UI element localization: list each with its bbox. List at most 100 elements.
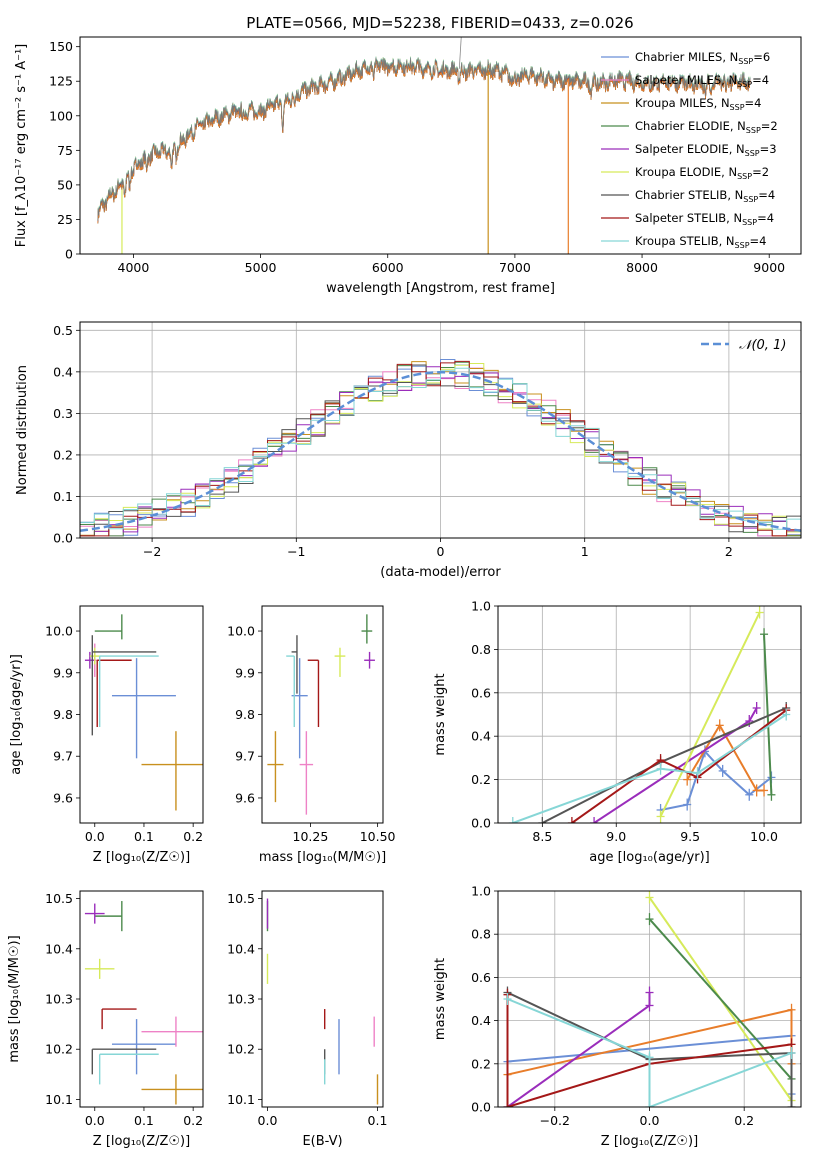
- y-tick-label: 10.0: [45, 624, 73, 639]
- x-tick-label: 0.0: [85, 829, 105, 844]
- y-tick-label: 0.4: [471, 1013, 491, 1028]
- x-tick-label: 0.0: [640, 1113, 660, 1128]
- y-axis-label: mass weight: [433, 958, 448, 1040]
- x-tick-label: 10.50: [360, 829, 396, 844]
- y-tick-label: 10.3: [45, 992, 73, 1007]
- y-tick-label: 0.3: [53, 406, 73, 421]
- y-tick-label: 0.8: [471, 927, 491, 942]
- x-tick-label: 10.25: [293, 829, 329, 844]
- x-tick-label: 0.0: [258, 1113, 278, 1128]
- x-tick-label: 4000: [118, 260, 150, 275]
- axes-frame: [79, 605, 204, 824]
- y-tick-label: 0.4: [53, 364, 73, 379]
- y-tick-label: 10.2: [227, 1042, 255, 1057]
- y-axis-label: mass weight: [433, 673, 448, 755]
- spectrum-halpha-spike: [458, 37, 462, 69]
- y-axis-label: Flux [f_λ10⁻¹⁷ erg cm⁻² s⁻¹ A⁻¹]: [14, 44, 29, 248]
- plot-area: [84, 614, 203, 811]
- y-tick-label: 1.0: [471, 599, 491, 614]
- x-tick-label: 7000: [499, 260, 531, 275]
- y-tick-label: 9.7: [235, 749, 255, 764]
- legend-label: Chabrier MILES, NSSP=6: [635, 50, 770, 66]
- legend-label: Kroupa ELODIE, NSSP=2: [635, 165, 769, 181]
- y-tick-label: 1.0: [471, 884, 491, 899]
- x-tick-label: 2: [725, 544, 733, 559]
- y-axis-label: Normed distribution: [15, 365, 30, 495]
- y-tick-label: 25: [57, 212, 73, 227]
- y-tick-label: 0.2: [53, 447, 73, 462]
- x-tick-label: 0.1: [368, 1113, 388, 1128]
- y-tick-label: 0: [65, 247, 73, 262]
- x-axis-label: Z [log₁₀(Z/Z☉)]: [93, 850, 190, 865]
- panel-age_vs_Z: 0.0 0.1 0.2 9.6 9.7 9.8 9.9 10.0 Z [log₁₀(Z/Z☉)]…: [9, 605, 204, 865]
- figure-title: PLATE=0566, MJD=52238, FIBERID=0433, z=0…: [246, 14, 633, 32]
- x-tick-label: 6000: [372, 260, 404, 275]
- weight-line: [593, 707, 758, 823]
- y-tick-label: 0.4: [471, 729, 491, 744]
- y-tick-label: 9.6: [235, 790, 255, 805]
- y-tick-label: 0.1: [53, 489, 73, 504]
- weight-line: [659, 612, 761, 817]
- panel-residuals: −2 −1 0 1 2 0.0 0.1 0.2 0.3 0.4 0.5 (data-model)/er…: [15, 321, 802, 580]
- x-tick-label: 1: [581, 544, 589, 559]
- plot-area: [84, 901, 203, 1105]
- axes-frame: [261, 605, 384, 824]
- plot-area: [508, 606, 791, 823]
- y-tick-label: 10.2: [45, 1042, 73, 1057]
- x-axis-label: mass [log₁₀(M/M☉)]: [259, 850, 386, 865]
- x-tick-label: −2: [143, 544, 161, 559]
- x-axis-label: age [log₁₀(age/yr)]: [589, 850, 710, 865]
- x-tick-label: 5000: [245, 260, 277, 275]
- x-axis-label: E(B-V): [302, 1134, 342, 1149]
- weight-line: [648, 918, 793, 1080]
- y-tick-label: 0.2: [471, 772, 491, 787]
- y-tick-label: 9.9: [53, 665, 73, 680]
- y-tick-label: 10.4: [45, 941, 73, 956]
- y-tick-label: 10.0: [227, 624, 255, 639]
- plot-area: [266, 898, 379, 1105]
- y-tick-label: 0.6: [471, 685, 491, 700]
- y-tick-label: 9.8: [235, 707, 255, 722]
- y-tick-label: 75: [57, 143, 73, 158]
- y-tick-label: 9.6: [53, 790, 73, 805]
- weight-line: [512, 713, 787, 823]
- x-tick-label: −0.2: [540, 1113, 570, 1128]
- histogram-kroupa-stelib: [80, 367, 801, 530]
- x-tick-label: 0.2: [183, 829, 203, 844]
- y-tick-label: 9.7: [53, 749, 73, 764]
- axes-frame: [497, 605, 802, 824]
- legend-label: Kroupa MILES, NSSP=4: [635, 96, 761, 112]
- y-tick-label: 9.8: [53, 707, 73, 722]
- x-tick-label: 0.2: [183, 1113, 203, 1128]
- weight-line: [763, 634, 773, 795]
- y-tick-label: 9.9: [235, 665, 255, 680]
- x-tick-label: 8000: [626, 260, 658, 275]
- legend-label: Salpeter ELODIE, NSSP=3: [635, 142, 777, 158]
- weight-line: [506, 994, 792, 1107]
- legend-label: Salpeter MILES, NSSP=4: [635, 73, 769, 89]
- y-tick-label: 0.0: [471, 816, 491, 831]
- x-tick-label: 8.5: [532, 829, 552, 844]
- y-tick-label: 0.0: [471, 1100, 491, 1115]
- x-tick-label: −1: [287, 544, 305, 559]
- plot-area: [80, 359, 801, 537]
- spectrum-data-line: [97, 57, 751, 222]
- legend-label: Kroupa STELIB, NSSP=4: [635, 234, 766, 250]
- y-tick-label: 10.1: [45, 1092, 73, 1107]
- x-axis-label: wavelength [Angstrom, rest frame]: [326, 281, 555, 296]
- x-tick-label: 0.2: [734, 1113, 754, 1128]
- x-axis-label: Z [log₁₀(Z/Z☉)]: [601, 1134, 698, 1149]
- axes-frame: [261, 890, 384, 1108]
- y-tick-label: 0.0: [53, 531, 73, 546]
- x-axis-label: (data-model)/error: [380, 565, 501, 580]
- y-axis-label: mass [log₁₀(M/M☉)]: [7, 935, 22, 1062]
- axes-frame: [79, 890, 204, 1108]
- x-tick-label: 9.0: [606, 829, 626, 844]
- y-tick-label: 10.3: [227, 992, 255, 1007]
- panel-mass_vs_Z: 0.0 0.1 0.2 10.1 10.2 10.3 10.4 10.5 Z [log₁₀(Z/…: [7, 890, 204, 1149]
- plot-area: [267, 614, 375, 815]
- x-axis-label: Z [log₁₀(Z/Z☉)]: [93, 1134, 190, 1149]
- y-tick-label: 0.8: [471, 642, 491, 657]
- y-tick-label: 150: [49, 39, 73, 54]
